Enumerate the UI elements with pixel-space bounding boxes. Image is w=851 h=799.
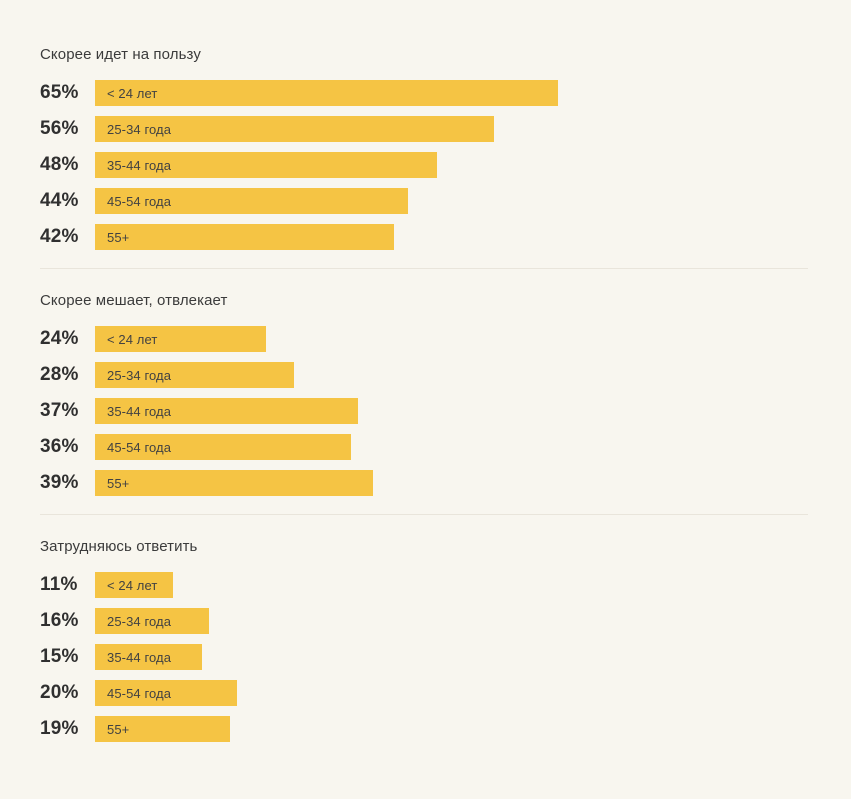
bar-category-label: 45-54 года	[107, 685, 172, 701]
group-title: Скорее идет на пользу	[40, 46, 201, 63]
percent-label: 44%	[40, 190, 79, 211]
bar-row: 44% 45-54 года	[40, 188, 808, 214]
bar-category-label: 35-44 года	[107, 649, 172, 665]
bar-row: 42% 55+	[40, 224, 808, 250]
bar: 35-44 года	[95, 398, 358, 424]
section-divider	[40, 514, 808, 515]
percent-label: 37%	[40, 400, 79, 421]
bar-category-label: 55+	[107, 721, 130, 737]
bar: 25-34 года	[95, 116, 494, 142]
bar: 45-54 года	[95, 188, 408, 214]
chart-group-benefit: Скорее идет на пользу 65% < 24 лет 56% 25-3…	[40, 47, 808, 250]
bar-row: 19% 55+	[40, 716, 808, 742]
bar-row: 20% 45-54 года	[40, 680, 808, 706]
bar-row: 36% 45-54 года	[40, 434, 808, 460]
group-rows: 65% < 24 лет 56% 25-34 года 48% 35-44 года 44%…	[40, 80, 808, 250]
bar: 25-34 года	[95, 362, 294, 388]
percent-label: 15%	[40, 646, 79, 667]
bar: 55+	[95, 224, 394, 250]
percent-label: 56%	[40, 118, 79, 139]
bar-row: 16% 25-34 года	[40, 608, 808, 634]
bar-category-label: 45-54 года	[107, 193, 172, 209]
bar: 25-34 года	[95, 608, 209, 634]
bar-category-label: 25-34 года	[107, 367, 172, 383]
percent-label: 39%	[40, 472, 79, 493]
bar-row: 39% 55+	[40, 470, 808, 496]
bar-row: 15% 35-44 года	[40, 644, 808, 670]
percent-label: 19%	[40, 718, 79, 739]
percent-label: 48%	[40, 154, 79, 175]
bar: 45-54 года	[95, 434, 351, 460]
bar-category-label: 55+	[107, 229, 130, 245]
bar-category-label: 55+	[107, 475, 130, 491]
percent-label: 36%	[40, 436, 79, 457]
percent-label: 20%	[40, 682, 79, 703]
group-title: Скорее мешает, отвлекает	[40, 292, 228, 309]
bar-category-label: < 24 лет	[107, 331, 158, 347]
bar-row: 37% 35-44 года	[40, 398, 808, 424]
chart-group-distracts: Скорее мешает, отвлекает 24% < 24 лет 28% 2…	[40, 293, 808, 496]
section-divider	[40, 268, 808, 269]
bar-category-label: 35-44 года	[107, 157, 172, 173]
percent-label: 24%	[40, 328, 79, 349]
bar-row: 11% < 24 лет	[40, 572, 808, 598]
group-title: Затрудняюсь ответить	[40, 538, 198, 555]
age-breakdown-chart: Скорее идет на пользу 65% < 24 лет 56% 25-3…	[40, 47, 808, 742]
bar: 35-44 года	[95, 152, 437, 178]
bar: < 24 лет	[95, 326, 266, 352]
bar-row: 24% < 24 лет	[40, 326, 808, 352]
chart-group-undecided: Затрудняюсь ответить 11% < 24 лет 16% 25-34…	[40, 539, 808, 742]
percent-label: 11%	[40, 574, 78, 595]
percent-label: 16%	[40, 610, 79, 631]
bar-category-label: 45-54 года	[107, 439, 172, 455]
percent-label: 42%	[40, 226, 79, 247]
bar-category-label: 35-44 года	[107, 403, 172, 419]
group-rows: 11% < 24 лет 16% 25-34 года 15% 35-44 года 20%…	[40, 572, 808, 742]
bar-category-label: < 24 лет	[107, 85, 158, 101]
bar: < 24 лет	[95, 572, 173, 598]
bar-category-label: 25-34 года	[107, 121, 172, 137]
bar: < 24 лет	[95, 80, 558, 106]
bar: 45-54 года	[95, 680, 237, 706]
percent-label: 65%	[40, 82, 79, 103]
bar-row: 48% 35-44 года	[40, 152, 808, 178]
bar-row: 65% < 24 лет	[40, 80, 808, 106]
percent-label: 28%	[40, 364, 79, 385]
bar: 55+	[95, 470, 373, 496]
bar: 35-44 года	[95, 644, 202, 670]
bar: 55+	[95, 716, 230, 742]
bar-row: 28% 25-34 года	[40, 362, 808, 388]
bar-category-label: < 24 лет	[107, 577, 158, 593]
bar-category-label: 25-34 года	[107, 613, 172, 629]
bar-row: 56% 25-34 года	[40, 116, 808, 142]
group-rows: 24% < 24 лет 28% 25-34 года 37% 35-44 года 36%…	[40, 326, 808, 496]
